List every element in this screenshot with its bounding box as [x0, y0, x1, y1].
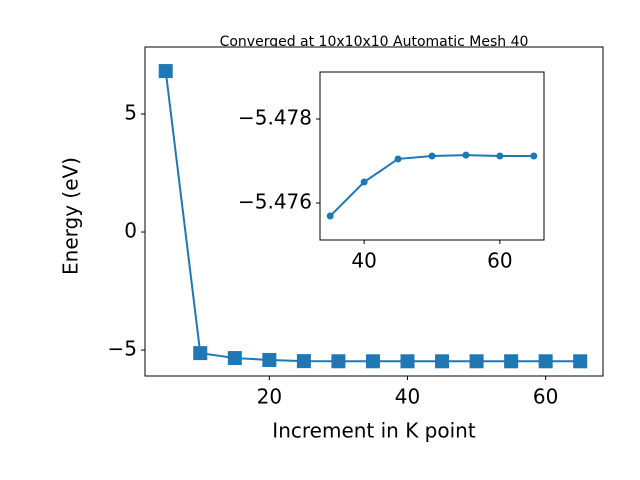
marker — [193, 346, 208, 361]
marker — [227, 351, 242, 366]
chart-title: Converged at 10x10x10 Automatic Mesh 40 — [220, 34, 529, 50]
marker — [326, 212, 334, 220]
x-tick-label: 60 — [533, 385, 558, 409]
y-tick-label: −5.476 — [238, 190, 312, 214]
marker — [394, 155, 402, 163]
marker — [296, 354, 311, 369]
marker — [400, 354, 415, 369]
marker — [365, 354, 380, 369]
marker — [428, 152, 436, 160]
marker — [360, 178, 368, 186]
x-tick-label: 40 — [351, 249, 376, 273]
marker — [538, 354, 553, 369]
x-tick-label: 20 — [257, 385, 282, 409]
y-tick-label: 5 — [124, 101, 137, 125]
y-tick-label: 0 — [124, 219, 137, 243]
marker — [158, 64, 173, 79]
x-axis-label: Increment in K point — [272, 419, 476, 443]
y-axis-label: Energy (eV) — [59, 157, 83, 275]
marker — [469, 354, 484, 369]
y-tick-label: −5.478 — [238, 106, 312, 130]
marker — [573, 354, 588, 369]
marker — [496, 152, 504, 160]
marker — [435, 354, 450, 369]
marker — [331, 354, 346, 369]
x-tick-label: 40 — [395, 385, 420, 409]
marker — [504, 354, 519, 369]
marker — [262, 352, 277, 367]
x-tick-label: 60 — [487, 249, 512, 273]
marker — [462, 151, 470, 159]
y-tick-label: −5 — [108, 337, 137, 361]
marker — [530, 152, 538, 160]
